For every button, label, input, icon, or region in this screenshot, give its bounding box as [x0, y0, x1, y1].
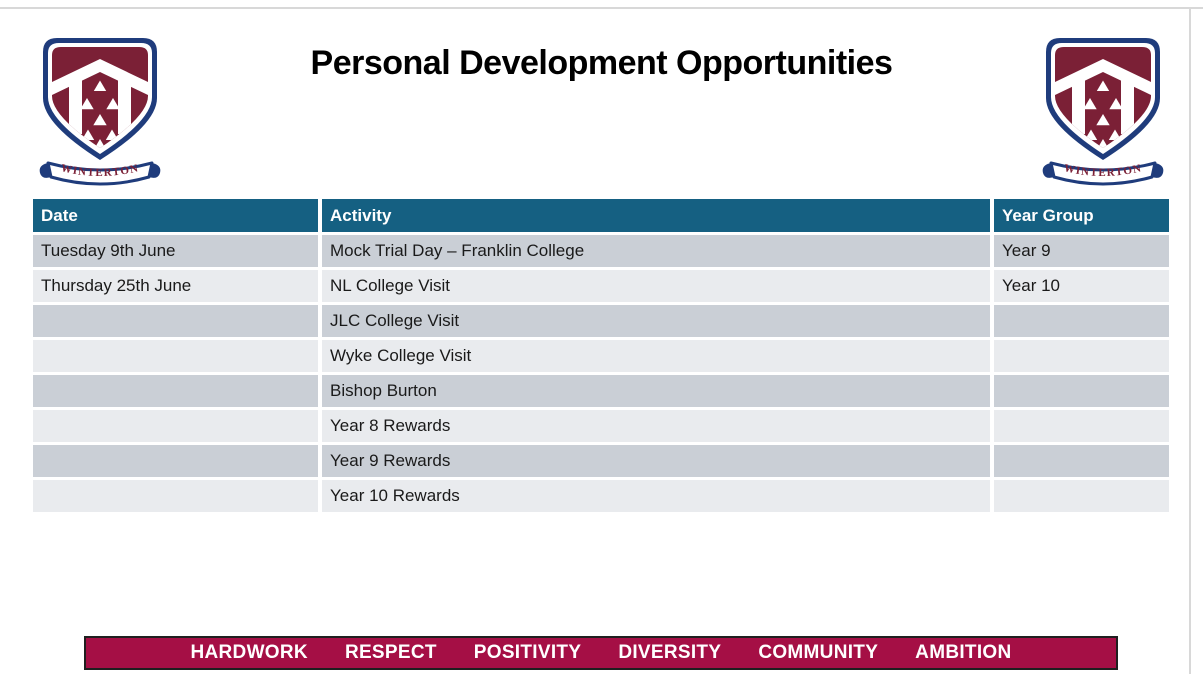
- school-crest-right: WINTERTON: [1038, 28, 1168, 192]
- activity-cell: JLC College Visit: [322, 305, 990, 337]
- page-right-edge: [1189, 8, 1191, 674]
- year-group-cell: [994, 305, 1169, 337]
- school-value-label: HARDWORK: [190, 642, 308, 663]
- school-value-label: COMMUNITY: [758, 642, 879, 663]
- year-group-cell: Year 9: [994, 235, 1169, 267]
- column-header-activity: Activity: [322, 199, 990, 232]
- year-group-cell: Year 10: [994, 270, 1169, 302]
- school-value-label: AMBITION: [915, 642, 1012, 663]
- year-group-cell: [994, 340, 1169, 372]
- column-header-date: Date: [33, 199, 318, 232]
- crest-ribbon-text: WINTERTON: [60, 162, 139, 179]
- date-cell: [33, 445, 318, 477]
- date-cell: Thursday 25th June: [33, 270, 318, 302]
- svg-text:WINTERTON: WINTERTON: [60, 162, 140, 179]
- activity-cell: Year 10 Rewards: [322, 480, 990, 512]
- page-top-edge: [0, 7, 1203, 9]
- column-header-year-group: Year Group: [994, 199, 1169, 232]
- school-value-label: RESPECT: [344, 642, 437, 663]
- year-group-cell: [994, 445, 1169, 477]
- crest-ribbon-text: WINTERTON: [1063, 162, 1142, 179]
- activity-cell: Bishop Burton: [322, 375, 990, 407]
- school-crest-left: WINTERTON: [35, 28, 165, 192]
- activity-cell: Mock Trial Day – Franklin College: [322, 235, 990, 267]
- year-group-cell: [994, 410, 1169, 442]
- date-cell: [33, 410, 318, 442]
- activity-cell: Year 8 Rewards: [322, 410, 990, 442]
- school-value-label: DIVERSITY: [618, 642, 722, 663]
- date-cell: Tuesday 9th June: [33, 235, 318, 267]
- values-banner: HARDWORK RESPECT POSITIVITY DIVERSITY COMMUN…: [84, 636, 1118, 670]
- school-value-label: POSITIVITY: [473, 642, 582, 663]
- page-title: Personal Development Opportunities: [310, 44, 893, 82]
- year-group-cell: [994, 375, 1169, 407]
- activity-cell: Year 9 Rewards: [322, 445, 990, 477]
- date-cell: [33, 375, 318, 407]
- year-group-cell: [994, 480, 1169, 512]
- date-cell: [33, 480, 318, 512]
- opportunities-table: Date Activity Year Group Tuesday 9th Jun…: [33, 199, 1169, 512]
- date-cell: [33, 305, 318, 337]
- activity-cell: NL College Visit: [322, 270, 990, 302]
- winterton-shield-icon: WINTERTON: [39, 38, 161, 186]
- activity-cell: Wyke College Visit: [322, 340, 990, 372]
- svg-text:WINTERTON: WINTERTON: [1063, 162, 1143, 179]
- winterton-shield-icon: WINTERTON: [1042, 38, 1164, 186]
- date-cell: [33, 340, 318, 372]
